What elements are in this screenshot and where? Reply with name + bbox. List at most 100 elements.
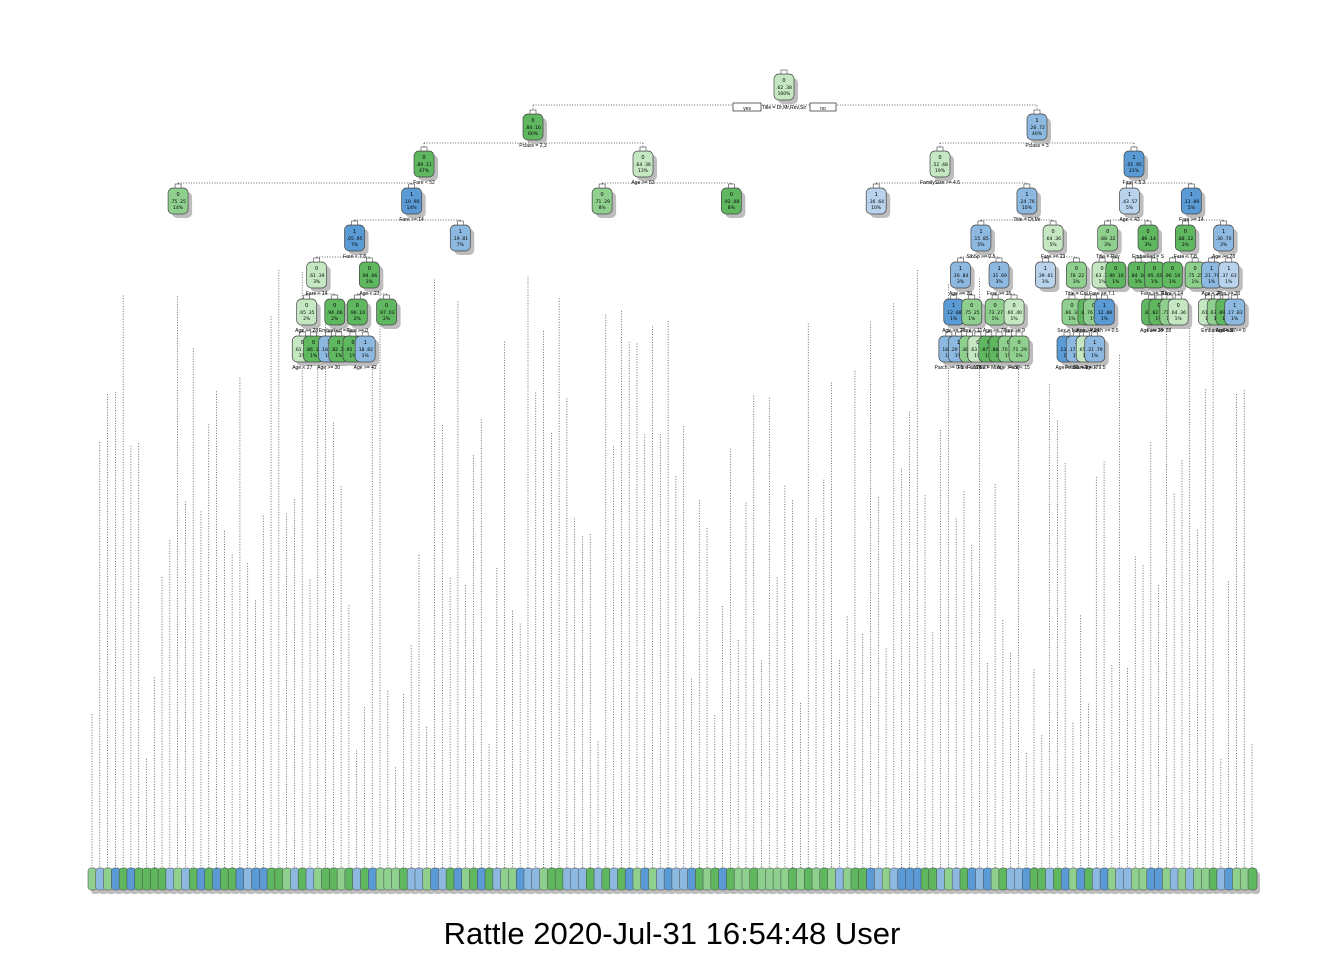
svg-text:.64 .36: .64 .36 <box>1170 310 1186 316</box>
svg-text:.05 .95: .05 .95 <box>347 236 363 242</box>
split-label: Embarked = S <box>1132 254 1164 260</box>
tree-node: 0.65 .352% <box>296 294 321 329</box>
svg-text:3%: 3% <box>1144 242 1152 248</box>
svg-text:1%: 1% <box>1169 279 1177 285</box>
svg-text:10%: 10% <box>871 205 882 211</box>
split-label: Fare >= 0 <box>1224 328 1246 334</box>
split-label: Sex = female <box>1057 328 1087 334</box>
tree-node: 1.05 .957% <box>344 220 369 255</box>
split-label: Fare >= 28 <box>1147 328 1172 334</box>
svg-text:1%: 1% <box>1015 353 1023 359</box>
svg-text:1%: 1% <box>1192 279 1200 285</box>
svg-text:100%: 100% <box>778 91 792 97</box>
svg-text:0: 0 <box>1100 266 1103 272</box>
tree-node: 0.61 .393% <box>306 257 331 292</box>
svg-text:1%: 1% <box>1098 279 1106 285</box>
svg-text:.05 .95: .05 .95 <box>1126 162 1142 168</box>
svg-text:1%: 1% <box>1010 316 1018 322</box>
split-label: Age >= 56 <box>1055 365 1078 371</box>
svg-text:.64 .36: .64 .36 <box>635 162 651 168</box>
svg-text:.11 .89: .11 .89 <box>1183 199 1199 205</box>
svg-text:3%: 3% <box>1042 279 1050 285</box>
svg-text:1%: 1% <box>362 353 370 359</box>
svg-text:.63 .37: .63 .37 <box>970 347 986 353</box>
svg-text:.95 .05: .95 .05 <box>1146 273 1162 279</box>
split-label: Fare >= 9 <box>1003 328 1025 334</box>
level2-split-label: Fare < 5.3 <box>1123 180 1146 186</box>
split-label: Fare >= 23 <box>1041 254 1066 260</box>
svg-text:1: 1 <box>1093 340 1096 346</box>
svg-text:0: 0 <box>315 266 318 272</box>
tree-node: 1.31 .693% <box>988 257 1014 292</box>
svg-text:.19 .81: .19 .81 <box>452 236 468 242</box>
tree-node: 1.21 .791% <box>1084 331 1109 366</box>
split-label: Fare < 14 <box>1162 291 1184 297</box>
svg-text:.66 .34: .66 .34 <box>1064 310 1080 316</box>
svg-text:.76 .24: .76 .24 <box>1086 310 1102 316</box>
split-label: Embarked = S <box>319 328 351 334</box>
svg-text:.90 .10: .90 .10 <box>1108 273 1124 279</box>
svg-text:.12 .88: .12 .88 <box>946 310 962 316</box>
tree-node: 0.97 .032% <box>376 294 401 329</box>
svg-text:1: 1 <box>1222 229 1225 235</box>
svg-text:no: no <box>820 106 826 112</box>
svg-text:1: 1 <box>997 266 1000 272</box>
svg-text:0: 0 <box>1171 266 1174 272</box>
level2-split-label: FamilySize >= 4.5 <box>920 180 960 186</box>
split-label: Fare >= 0 <box>346 328 368 334</box>
svg-text:0: 0 <box>351 340 354 346</box>
svg-text:.92 .08: .92 .08 <box>723 199 739 205</box>
svg-text:1%: 1% <box>1155 316 1163 322</box>
svg-text:0: 0 <box>1114 266 1117 272</box>
split-label: Age < 27 <box>359 291 379 297</box>
tree-node: 1.43 .575% <box>1119 183 1144 218</box>
split-label: Age >= 7.5 <box>983 328 1008 334</box>
tree-node: 1.11 .895% <box>1180 183 1206 218</box>
svg-text:2%: 2% <box>354 316 362 322</box>
svg-text:.21 .79: .21 .79 <box>1087 347 1103 353</box>
tree-node: 1.30 .703% <box>1213 220 1238 255</box>
tree-node: 0.90 .101% <box>1105 257 1130 292</box>
svg-text:1%: 1% <box>950 316 958 322</box>
svg-text:0: 0 <box>333 303 336 309</box>
split-label: Embarked = S <box>1201 328 1233 334</box>
svg-text:1%: 1% <box>310 353 318 359</box>
split-label: Fare >= 7.1 <box>1089 291 1115 297</box>
tree-leaves-row <box>87 867 1260 894</box>
svg-text:.43 .57: .43 .57 <box>1122 199 1138 205</box>
split-label: Age < 27 <box>1201 291 1221 297</box>
svg-text:1%: 1% <box>299 353 307 359</box>
svg-text:1%: 1% <box>1175 316 1183 322</box>
svg-text:0: 0 <box>1106 229 1109 235</box>
svg-text:.39 .61: .39 .61 <box>1037 273 1053 279</box>
svg-text:1%: 1% <box>349 353 357 359</box>
svg-text:0: 0 <box>176 192 179 198</box>
rattle-caption: Rattle 2020-Jul-31 16:54:48 User <box>443 916 901 951</box>
svg-text:1: 1 <box>1190 192 1193 198</box>
split-label: Title = Rev <box>1096 254 1120 260</box>
svg-text:5%: 5% <box>1050 242 1058 248</box>
svg-text:14%: 14% <box>173 205 184 211</box>
svg-text:0: 0 <box>337 340 340 346</box>
tree-node: 0.60 .401% <box>1003 294 1029 329</box>
svg-text:0: 0 <box>422 155 425 161</box>
svg-text:1%: 1% <box>335 353 343 359</box>
level2-split-label: Age >= 53 <box>631 180 654 186</box>
svg-text:1: 1 <box>1128 192 1131 198</box>
svg-text:2%: 2% <box>383 316 391 322</box>
svg-text:0: 0 <box>1177 303 1180 309</box>
tree-node: 0.88 .123% <box>1174 220 1200 255</box>
svg-text:1%: 1% <box>1101 316 1109 322</box>
level1-split-label: Pclass = 2,3 <box>519 143 547 149</box>
tree-node: 0.86 .143% <box>1137 220 1163 255</box>
svg-text:1%: 1% <box>1225 279 1233 285</box>
svg-text:1%: 1% <box>1231 316 1239 322</box>
